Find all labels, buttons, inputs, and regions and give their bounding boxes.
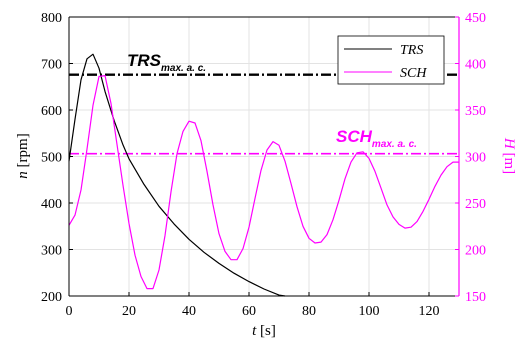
trs-max-annotation: TRSmax. a. c.	[127, 51, 206, 74]
legend-label-trs: TRS	[400, 43, 423, 58]
y-left-tick-label: 600	[41, 104, 62, 119]
series-line-sch	[68, 74, 459, 290]
legend-label-sch: SCH	[400, 66, 427, 81]
legend: TRS SCH	[337, 35, 445, 85]
x-tick-label: 0	[66, 304, 73, 319]
x-axis-label: t [s]	[252, 323, 276, 339]
y-right-tick-label: 250	[465, 197, 486, 212]
y-axis-right-label-var: H	[501, 137, 516, 150]
y-left-tick-label: 700	[41, 58, 62, 73]
y-axis-left-label-var: n	[15, 171, 31, 179]
sch-max-annotation-sub: max. a. c.	[372, 139, 417, 150]
y-left-tick-label: 800	[41, 11, 62, 26]
y-right-tick-label: 300	[465, 151, 486, 166]
y-axis-left-label: n [rpm]	[15, 133, 31, 178]
x-axis-label-unit: [s]	[256, 323, 276, 339]
y-right-tick-label: 450	[465, 11, 486, 26]
x-tick-label: 20	[122, 304, 136, 319]
x-tick-label: 80	[302, 304, 316, 319]
y-right-tick-label: 150	[465, 290, 486, 305]
y-left-tick-label: 200	[41, 290, 62, 305]
x-tick-label: 60	[242, 304, 256, 319]
series-line-trs	[68, 53, 286, 297]
y-axis-right-label-unit: [m]	[501, 149, 516, 174]
sch-max-annotation: SCHmax. a. c.	[336, 127, 417, 150]
y-left-tick-label: 300	[41, 244, 62, 259]
trs-max-annotation-sub: max. a. c.	[161, 63, 206, 74]
x-tick-label: 120	[419, 304, 440, 319]
y-right-tick-label: 200	[465, 244, 486, 259]
x-tick-label: 100	[359, 304, 380, 319]
x-axis-label-var: t	[252, 323, 257, 339]
y-axis-right-label: H [m]	[501, 137, 516, 174]
sch-max-annotation-main: SCH	[336, 127, 373, 146]
y-left-tick-label: 400	[41, 197, 62, 212]
ticks: 0 20 40 60 80 100 120 200 300 400 500 600 700 800 150 2…	[41, 11, 486, 319]
y-right-tick-label: 350	[465, 104, 486, 119]
trs-max-annotation-main: TRS	[127, 51, 162, 70]
legend-box	[337, 35, 445, 85]
series-lines	[68, 53, 459, 297]
y-axis-left-label-unit: [rpm]	[15, 133, 31, 171]
x-tick-label: 40	[182, 304, 196, 319]
y-left-tick-label: 500	[41, 151, 62, 166]
y-right-tick-label: 400	[465, 58, 486, 73]
